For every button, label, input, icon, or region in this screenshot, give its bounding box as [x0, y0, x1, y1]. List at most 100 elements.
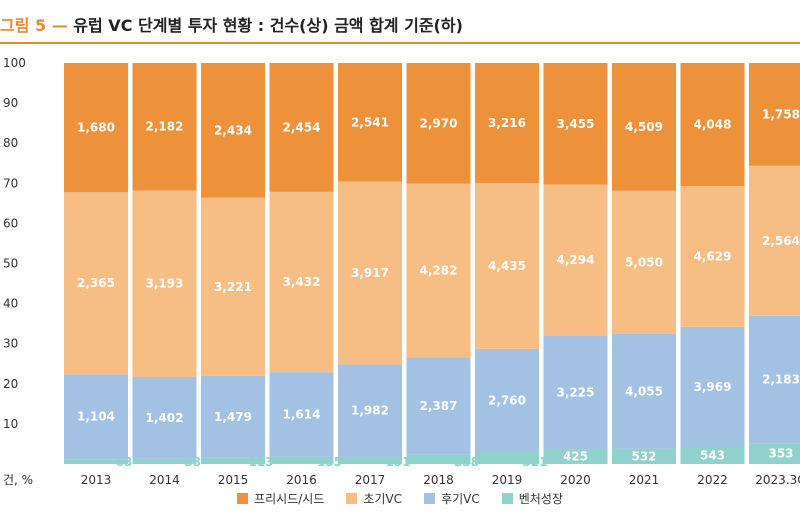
title-text: 유럽 VC 단계별 투자 현황 : 건수(상) 금액 합계 기준(하) — [73, 16, 463, 35]
y-tick-label: 10 — [3, 417, 18, 431]
y-tick-label: 100 — [3, 56, 26, 70]
x-tick-label: 2018 — [423, 473, 454, 487]
bar-segment-venture — [749, 443, 800, 464]
data-label-seed: 3,455 — [557, 117, 595, 131]
x-axis: 건, % 2013 2014 2015 2016 2017 2018 2019 2020 2021… — [3, 473, 800, 487]
data-label-seed: 1,758 — [762, 107, 800, 121]
legend-label: 후기VC — [441, 492, 480, 506]
bar-segment-seed — [475, 63, 539, 184]
legend-label: 프리시드/시드 — [254, 492, 325, 506]
bar-segment-early — [543, 184, 608, 336]
data-label-seed: 4,509 — [625, 120, 663, 134]
bar-segment-seed — [132, 63, 197, 191]
legend-label: 벤처성장 — [518, 492, 563, 506]
bar-segment-venture — [406, 454, 471, 464]
bar-segment-late — [612, 333, 676, 449]
data-label-late: 1,614 — [283, 408, 321, 422]
bar-segment-late — [269, 372, 334, 457]
y-tick-label: 60 — [3, 216, 18, 230]
bar-segment-early — [612, 190, 676, 334]
bar-segment-late — [406, 357, 471, 455]
data-label-early: 5,050 — [625, 255, 663, 269]
data-label-early: 4,282 — [420, 264, 458, 278]
x-tick-label: 2013 — [81, 473, 112, 487]
data-label-leader — [242, 459, 252, 462]
bar-segment-seed — [64, 63, 128, 193]
data-label-seed: 2,970 — [420, 116, 458, 130]
data-label-early: 4,294 — [557, 253, 595, 267]
bar-segment-early — [406, 183, 471, 358]
data-label-early: 2,564 — [762, 234, 800, 248]
figure-number: 그림 5 — — [0, 16, 68, 35]
bar-segment-late — [64, 374, 128, 460]
data-label-venture: 532 — [631, 449, 656, 463]
data-label-leader — [448, 455, 457, 462]
bar-segment-venture — [680, 447, 745, 464]
y-tick-label: 70 — [3, 176, 18, 190]
data-label-early: 4,629 — [694, 249, 732, 263]
bar-segment-early — [475, 183, 539, 349]
x-tick-label: 2023.3Q — [755, 473, 800, 487]
bar-segment-late — [543, 335, 608, 450]
bar-segment-venture — [201, 457, 265, 464]
data-label-seed: 3,216 — [488, 116, 526, 130]
data-label-early: 3,917 — [351, 266, 389, 280]
x-tick-label: 2015 — [218, 473, 249, 487]
legend-item-venture: 벤처성장 — [501, 490, 563, 507]
bar-segment-venture — [132, 458, 197, 464]
bar-segment-early — [680, 186, 745, 327]
y-tick-label: 50 — [3, 257, 18, 271]
bar-segment-late — [475, 348, 539, 453]
bar-segment-venture — [612, 448, 676, 464]
legend-swatch — [346, 493, 358, 504]
data-label-late: 2,183 — [762, 373, 800, 387]
data-label-late: 3,969 — [694, 380, 732, 394]
data-label-early: 3,221 — [214, 280, 252, 294]
data-label-late: 2,387 — [420, 399, 458, 413]
bar-segment-seed — [612, 63, 676, 191]
data-label-late: 4,055 — [625, 384, 663, 398]
y-tick-label: 80 — [3, 136, 18, 150]
x-tick-label: 2014 — [149, 473, 180, 487]
legend-item-early: 초기VC — [346, 490, 402, 507]
data-label-seed: 1,680 — [77, 121, 115, 135]
title-bar: 그림 5 — 유럽 VC 단계별 투자 현황 : 건수(상) 금액 합계 기준(… — [0, 0, 800, 44]
data-label-venture: 543 — [700, 449, 725, 463]
x-tick-label: 2019 — [492, 473, 523, 487]
bar-segment-seed — [338, 63, 402, 182]
x-tick-label: 2021 — [629, 473, 660, 487]
bar-segment-early — [338, 181, 402, 365]
legend-swatch — [501, 493, 513, 504]
data-label-seed: 2,434 — [214, 123, 252, 137]
data-label-leader — [516, 453, 526, 462]
y-tick-label: 90 — [3, 96, 18, 110]
bar-segment-late — [201, 375, 265, 458]
bar-segment-venture — [269, 456, 334, 464]
bar-segment-seed — [680, 63, 745, 187]
legend-label: 초기VC — [363, 492, 403, 506]
data-label-venture: 151 — [385, 455, 410, 469]
bar-segment-venture — [475, 452, 539, 464]
data-label-early: 4,435 — [488, 259, 526, 273]
bar-segment-seed — [543, 63, 608, 185]
data-label-late: 3,225 — [557, 385, 595, 399]
bar-segment-venture — [64, 459, 128, 464]
data-label-seed: 2,182 — [146, 120, 184, 134]
x-axis-label: 건, % — [3, 473, 33, 487]
bar-segment-late — [132, 376, 197, 459]
bars: 631,1042,3651,680881,4023,1932,1821131,4… — [64, 63, 800, 469]
bar-segment-venture — [543, 449, 608, 464]
data-label-venture: 238 — [454, 455, 479, 469]
x-tick-label: 2016 — [286, 473, 317, 487]
data-label-late: 1,402 — [146, 411, 184, 425]
data-label-late: 2,760 — [488, 393, 526, 407]
x-tick-label: 2017 — [355, 473, 386, 487]
bar-segment-early — [269, 191, 334, 373]
legend-item-late: 후기VC — [424, 490, 480, 507]
title-rule — [0, 42, 800, 44]
bar-segment-early — [132, 190, 197, 377]
legend-swatch — [424, 493, 436, 504]
legend: 프리시드/시드 초기VC 후기VC 벤처성장 — [0, 490, 800, 507]
data-label-early: 3,432 — [283, 275, 321, 289]
